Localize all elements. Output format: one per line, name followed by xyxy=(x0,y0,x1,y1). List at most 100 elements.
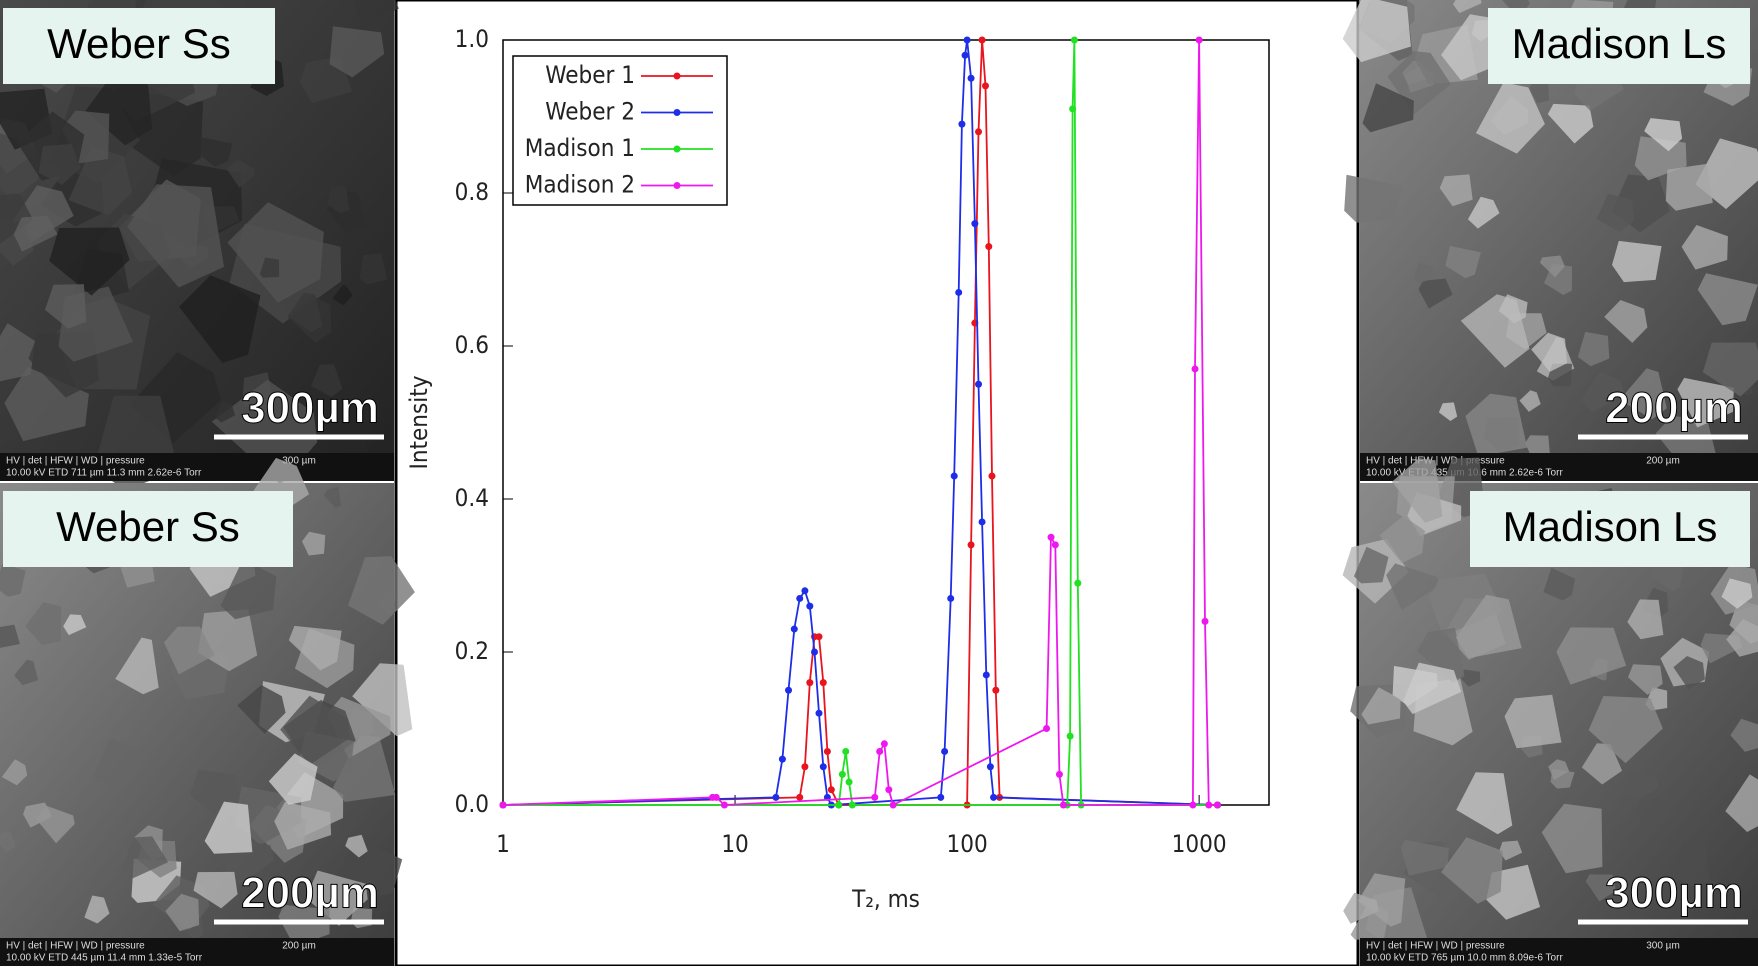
scale-bar-label: 200 µm xyxy=(1646,456,1680,467)
data-point xyxy=(990,794,997,801)
data-point xyxy=(721,802,728,809)
data-point xyxy=(1189,802,1196,809)
y-tick-label: 0.4 xyxy=(455,484,489,512)
data-point xyxy=(951,473,958,480)
info-values: 10.00 kV ETD 765 µm 10.0 mm 8.09e-6 Torr xyxy=(1366,953,1563,964)
data-point xyxy=(1060,802,1067,809)
data-point xyxy=(1056,771,1063,778)
data-point xyxy=(849,802,856,809)
data-point xyxy=(962,52,969,59)
data-point xyxy=(796,595,803,602)
data-point xyxy=(801,763,808,770)
data-point xyxy=(791,626,798,633)
data-point xyxy=(958,121,965,128)
data-point xyxy=(941,748,948,755)
data-point xyxy=(992,687,999,694)
data-point xyxy=(871,794,878,801)
data-point xyxy=(979,37,986,44)
data-point xyxy=(811,649,818,656)
panel-label: Madison Ls xyxy=(1512,20,1727,67)
data-point xyxy=(1069,105,1076,112)
data-point xyxy=(1071,37,1078,44)
data-point xyxy=(971,220,978,227)
info-values: 10.00 kV ETD 711 µm 11.3 mm 2.62e-6 Torr xyxy=(6,468,202,479)
data-point xyxy=(785,687,792,694)
data-point xyxy=(796,794,803,801)
data-point xyxy=(975,128,982,135)
info-head: HV | det | HFW | WD | pressure xyxy=(1366,941,1505,952)
scale-text: 200µm xyxy=(1605,384,1743,433)
scale-bar-label: 300 µm xyxy=(1646,941,1680,952)
x-axis-label: T₂, ms xyxy=(851,885,920,913)
x-tick-label: 1000 xyxy=(1172,830,1227,858)
y-tick-label: 0.6 xyxy=(455,331,489,359)
data-point xyxy=(968,75,975,82)
y-tick-label: 1.0 xyxy=(455,25,489,53)
data-point xyxy=(801,587,808,594)
info-head: HV | det | HFW | WD | pressure xyxy=(6,941,145,952)
data-point xyxy=(1196,37,1203,44)
data-point xyxy=(500,802,507,809)
data-point xyxy=(820,763,827,770)
y-tick-label: 0.2 xyxy=(455,637,489,665)
data-point xyxy=(1043,725,1050,732)
panel-label: Weber Ss xyxy=(56,503,240,550)
data-point xyxy=(987,763,994,770)
data-point xyxy=(842,748,849,755)
data-point xyxy=(1205,802,1212,809)
data-point xyxy=(876,748,883,755)
data-point xyxy=(937,794,944,801)
data-point xyxy=(1067,733,1074,740)
data-point xyxy=(979,518,986,525)
legend-label: Weber 1 xyxy=(545,61,635,89)
data-point xyxy=(955,289,962,296)
data-point xyxy=(1192,365,1199,372)
info-values: 10.00 kV ETD 445 µm 11.4 mm 1.33e-5 Torr xyxy=(6,953,203,964)
data-point xyxy=(947,595,954,602)
data-point xyxy=(815,710,822,717)
data-point xyxy=(988,473,995,480)
legend-marker xyxy=(674,73,681,80)
legend-marker xyxy=(674,109,681,116)
sem-grain xyxy=(1666,164,1713,211)
data-point xyxy=(881,740,888,747)
info-head: HV | det | HFW | WD | pressure xyxy=(6,456,145,467)
data-point xyxy=(772,794,779,801)
data-point xyxy=(820,679,827,686)
data-point xyxy=(985,243,992,250)
x-tick-label: 100 xyxy=(946,830,987,858)
scale-text: 200µm xyxy=(241,869,379,918)
data-point xyxy=(890,802,897,809)
legend-label: Weber 2 xyxy=(545,98,635,126)
data-point xyxy=(1202,618,1209,625)
data-point xyxy=(815,633,822,640)
data-point xyxy=(885,786,892,793)
data-point xyxy=(713,794,720,801)
y-tick-label: 0.8 xyxy=(455,178,489,206)
x-tick-label: 1 xyxy=(496,830,510,858)
legend-marker xyxy=(674,182,681,189)
y-tick-label: 0.0 xyxy=(455,790,489,818)
panel-label: Madison Ls xyxy=(1503,503,1718,550)
data-point xyxy=(964,37,971,44)
scale-text: 300µm xyxy=(241,384,379,433)
data-point xyxy=(779,756,786,763)
panel-label: Weber Ss xyxy=(47,20,231,67)
scale-text: 300µm xyxy=(1605,869,1743,918)
legend-label: Madison 2 xyxy=(525,171,635,199)
data-point xyxy=(1074,580,1081,587)
y-axis-label: Intensity xyxy=(405,375,433,469)
scale-bar-label: 200 µm xyxy=(282,941,316,952)
data-point xyxy=(824,748,831,755)
data-point xyxy=(983,671,990,678)
data-point xyxy=(1052,541,1059,548)
data-point xyxy=(806,679,813,686)
data-point xyxy=(1048,534,1055,541)
data-point xyxy=(806,603,813,610)
data-point xyxy=(835,802,842,809)
data-point xyxy=(1214,802,1221,809)
legend-label: Madison 1 xyxy=(525,134,635,162)
data-point xyxy=(828,786,835,793)
data-point xyxy=(839,771,846,778)
